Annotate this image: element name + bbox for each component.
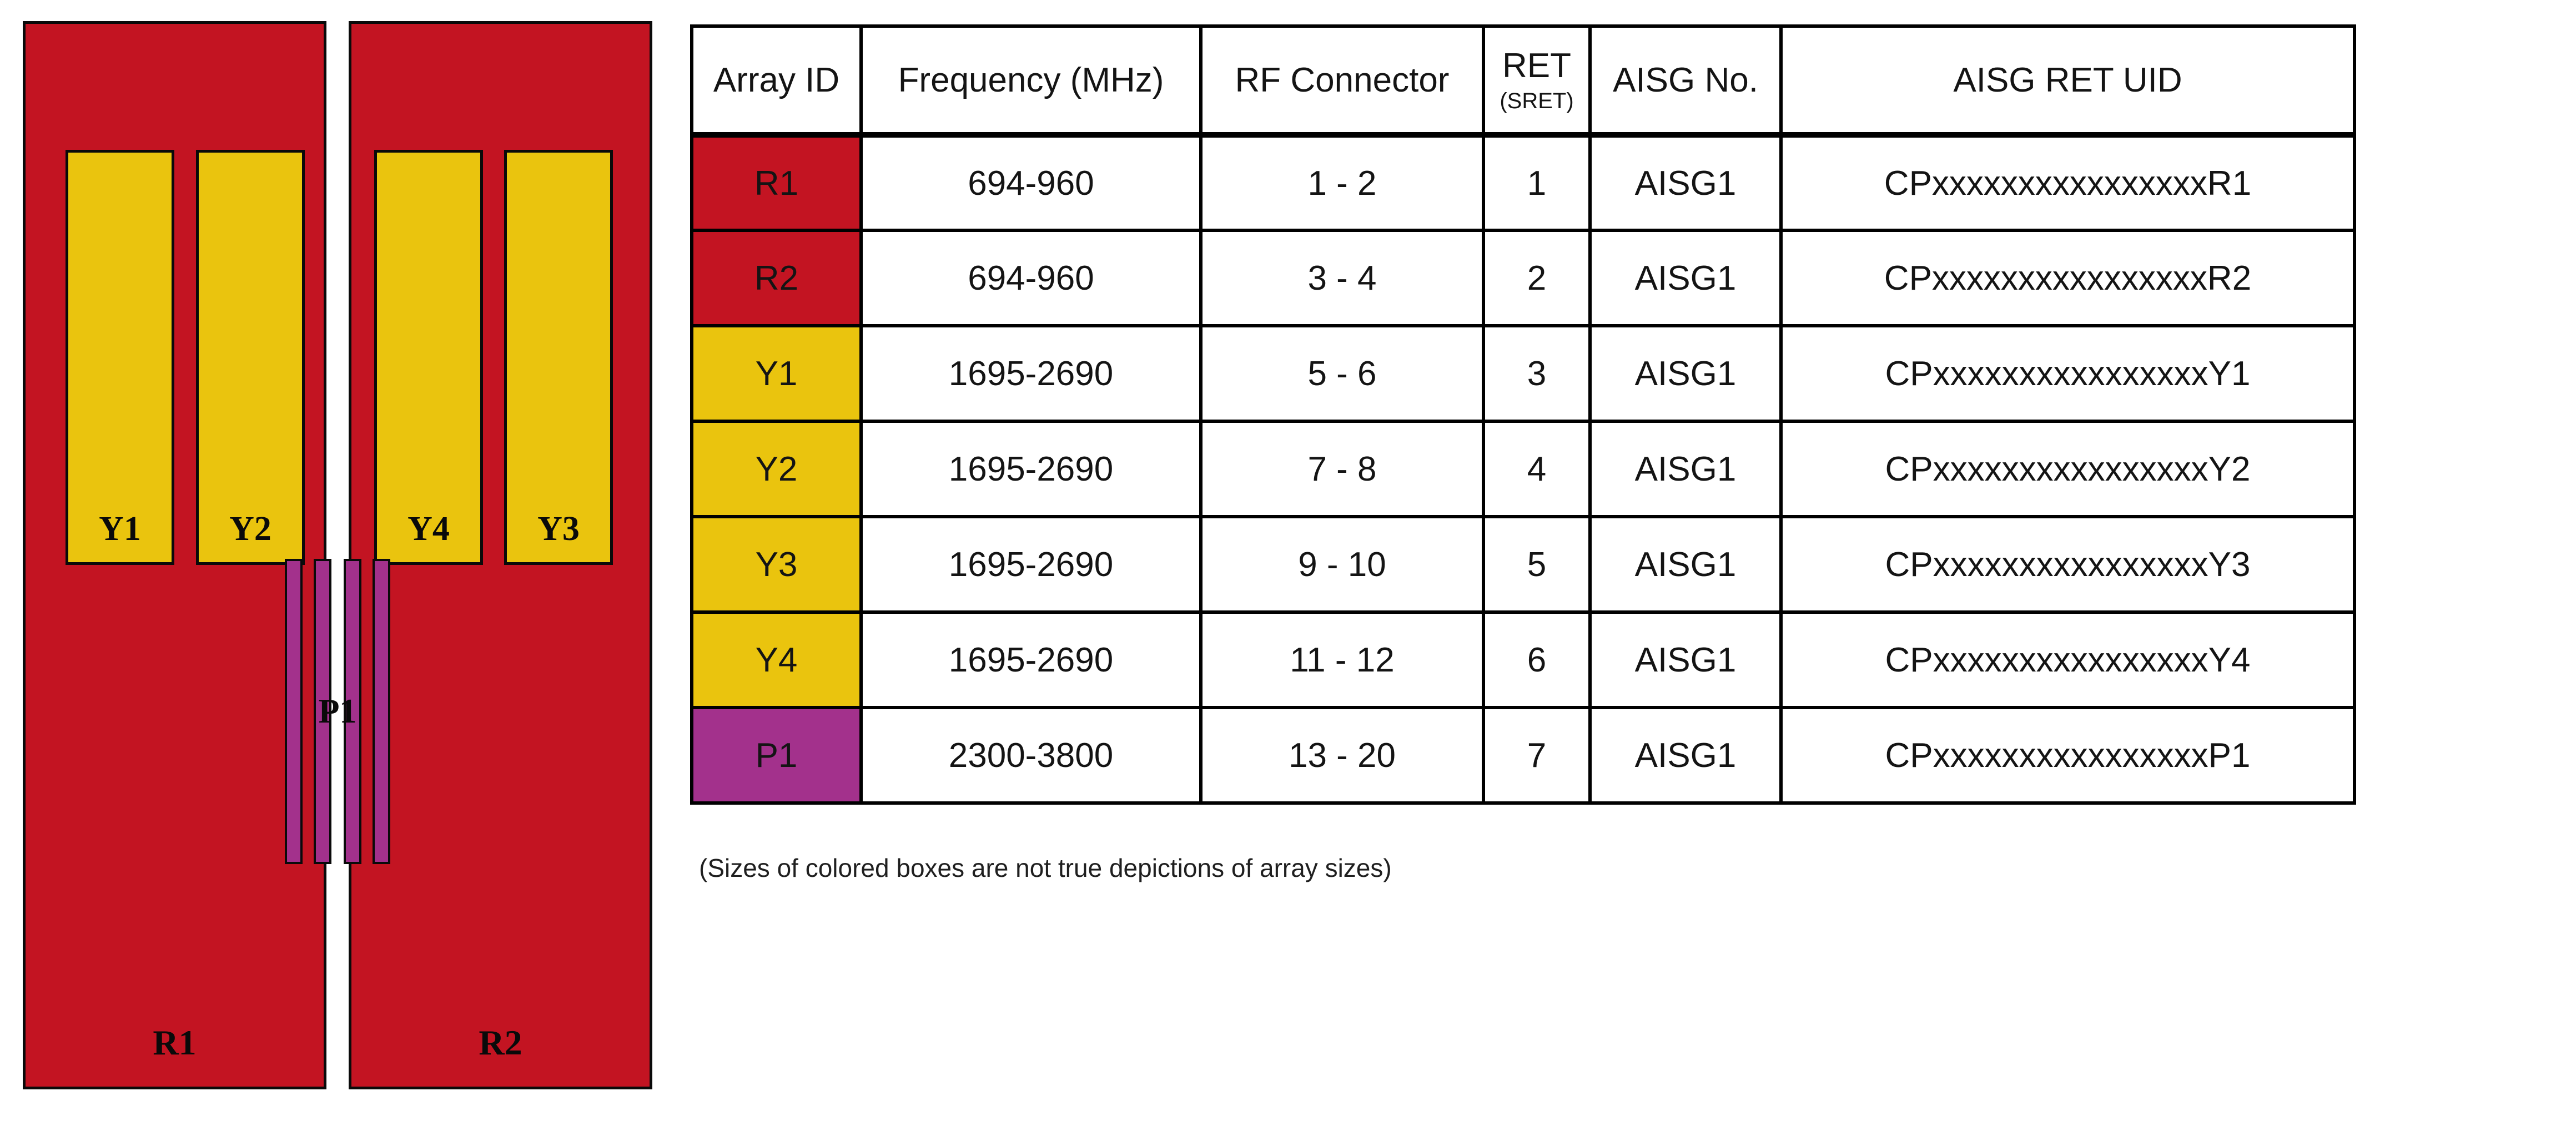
header-row: Array ID Frequency (MHz) RF Connector RE… — [690, 24, 2356, 138]
header-ret: RET (SRET) — [1482, 24, 1592, 138]
header-aisg-no: AISG No. — [1588, 24, 1783, 138]
header-frequency: Frequency (MHz) — [859, 24, 1203, 138]
ret-cell: 4 — [1482, 420, 1592, 518]
array-id-cell: Y3 — [690, 515, 863, 614]
rf-connector-cell: 9 - 10 — [1199, 515, 1485, 614]
frequency-cell: 694-960 — [859, 229, 1203, 327]
aisg-no-cell: AISG1 — [1588, 229, 1783, 327]
aisg-no-cell: AISG1 — [1588, 420, 1783, 518]
table-row-r1: R1 694-960 1 - 2 1 AISG1 CPxxxxxxxxxxxxx… — [690, 133, 2356, 232]
yellow-array-y2: Y2 — [196, 150, 305, 565]
table-row-r2: R2 694-960 3 - 4 2 AISG1 CPxxxxxxxxxxxxx… — [690, 229, 2356, 327]
frequency-cell: 1695-2690 — [859, 610, 1203, 709]
panel-label-r1: R1 — [153, 1023, 197, 1062]
panel-label-r2: R2 — [479, 1023, 522, 1062]
aisg-ret-uid-cell: CPxxxxxxxxxxxxxxxxY3 — [1779, 515, 2356, 614]
purple-stripe-4 — [373, 559, 390, 864]
table-row-y2: Y2 1695-2690 7 - 8 4 AISG1 CPxxxxxxxxxxx… — [690, 420, 2356, 518]
table-row-y1: Y1 1695-2690 5 - 6 3 AISG1 CPxxxxxxxxxxx… — [690, 324, 2356, 423]
rf-connector-cell: 1 - 2 — [1199, 133, 1485, 232]
aisg-no-cell: AISG1 — [1588, 324, 1783, 423]
aisg-ret-uid-cell: CPxxxxxxxxxxxxxxxxY2 — [1779, 420, 2356, 518]
red-panel-r1: Y1 Y2 R1 — [23, 21, 326, 1089]
table-row-y4: Y4 1695-2690 11 - 12 6 AISG1 CPxxxxxxxxx… — [690, 610, 2356, 709]
header-aisg-ret-uid: AISG RET UID — [1779, 24, 2356, 138]
ret-cell: 3 — [1482, 324, 1592, 423]
yellow-array-y3: Y3 — [504, 150, 613, 565]
table-row-y3: Y3 1695-2690 9 - 10 5 AISG1 CPxxxxxxxxxx… — [690, 515, 2356, 614]
aisg-ret-uid-cell: CPxxxxxxxxxxxxxxxxY4 — [1779, 610, 2356, 709]
rf-connector-cell: 3 - 4 — [1199, 229, 1485, 327]
frequency-cell: 1695-2690 — [859, 324, 1203, 423]
rf-connector-cell: 5 - 6 — [1199, 324, 1485, 423]
aisg-ret-uid-cell: CPxxxxxxxxxxxxxxxxR2 — [1779, 229, 2356, 327]
frequency-cell: 694-960 — [859, 133, 1203, 232]
purple-stripe-3 — [344, 559, 361, 864]
array-label-y2: Y2 — [229, 510, 271, 548]
yellow-array-y4: Y4 — [374, 150, 483, 565]
header-ret-main: RET — [1502, 47, 1571, 85]
rf-connector-cell: 7 - 8 — [1199, 420, 1485, 518]
array-id-cell: Y1 — [690, 324, 863, 423]
purple-stripe-1 — [285, 559, 303, 864]
array-label-y3: Y3 — [537, 510, 580, 548]
aisg-no-cell: AISG1 — [1588, 133, 1783, 232]
array-label-y4: Y4 — [407, 510, 450, 548]
header-rf-connector: RF Connector — [1199, 24, 1485, 138]
array-id-cell: Y2 — [690, 420, 863, 518]
array-label-y1: Y1 — [99, 510, 141, 548]
rf-connector-cell: 13 - 20 — [1199, 706, 1485, 805]
table-row-p1: P1 2300-3800 13 - 20 7 AISG1 CPxxxxxxxxx… — [690, 706, 2356, 805]
array-id-cell: R2 — [690, 229, 863, 327]
array-spec-table: Array ID Frequency (MHz) RF Connector RE… — [690, 24, 2356, 805]
aisg-ret-uid-cell: CPxxxxxxxxxxxxxxxxY1 — [1779, 324, 2356, 423]
pim-array-label-p1: P1 — [318, 693, 357, 730]
array-id-cell: P1 — [690, 706, 863, 805]
yellow-array-y1: Y1 — [66, 150, 174, 565]
aisg-no-cell: AISG1 — [1588, 515, 1783, 614]
footnote-text: (Sizes of colored boxes are not true dep… — [699, 854, 1392, 882]
aisg-ret-uid-cell: CPxxxxxxxxxxxxxxxxR1 — [1779, 133, 2356, 232]
red-panel-r2: Y4 Y3 R2 — [349, 21, 652, 1089]
header-array-id: Array ID — [690, 24, 863, 138]
array-id-cell: R1 — [690, 133, 863, 232]
header-ret-sub: (SRET) — [1500, 89, 1574, 113]
aisg-no-cell: AISG1 — [1588, 610, 1783, 709]
frequency-cell: 1695-2690 — [859, 420, 1203, 518]
ret-cell: 5 — [1482, 515, 1592, 614]
frequency-cell: 2300-3800 — [859, 706, 1203, 805]
rf-connector-cell: 11 - 12 — [1199, 610, 1485, 709]
aisg-no-cell: AISG1 — [1588, 706, 1783, 805]
ret-cell: 1 — [1482, 133, 1592, 232]
ret-cell: 2 — [1482, 229, 1592, 327]
array-id-cell: Y4 — [690, 610, 863, 709]
purple-stripe-2 — [314, 559, 331, 864]
aisg-ret-uid-cell: CPxxxxxxxxxxxxxxxxP1 — [1779, 706, 2356, 805]
ret-cell: 7 — [1482, 706, 1592, 805]
ret-cell: 6 — [1482, 610, 1592, 709]
frequency-cell: 1695-2690 — [859, 515, 1203, 614]
